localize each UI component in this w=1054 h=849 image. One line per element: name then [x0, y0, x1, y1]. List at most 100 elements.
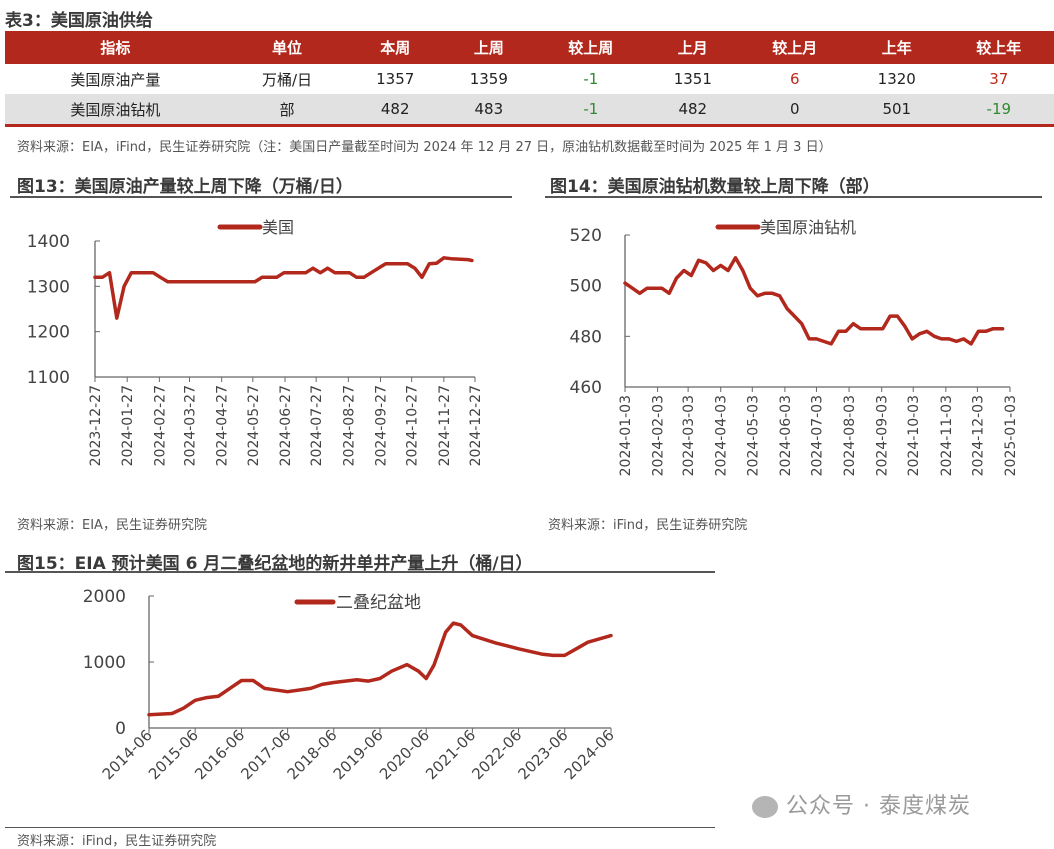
watermark-text: 公众号 · 泰度煤炭 [786, 794, 971, 819]
x-tick-label: 2020-06 [376, 726, 433, 783]
y-tick-label: 1000 [83, 653, 126, 673]
col-header: 上月 [645, 31, 740, 64]
x-tick-label: 2024-04-27 [215, 385, 231, 466]
fig14-chart: 美国原油钻机 460 480 500 520 2024-01-03 2024-02-03 2… [570, 218, 1019, 476]
x-tick-label: 2024-06-03 [778, 395, 794, 476]
y-tick-label: 480 [570, 327, 602, 347]
x-tick-label: 2017-06 [237, 726, 294, 783]
fig14-source: 资料来源：iFind，民生证券研究院 [548, 518, 748, 533]
col-header: 上周 [442, 31, 536, 64]
x-tick-label: 2023-06 [514, 726, 571, 783]
watermark: 公众号 · 泰度煤炭 [752, 788, 971, 820]
cell: 部 [225, 94, 349, 127]
cell: 0 [739, 94, 850, 127]
series-line [623, 256, 1005, 346]
x-tick-label: 2024-11-27 [437, 385, 453, 466]
x-tick-label: 2024-05-27 [246, 385, 262, 466]
fig13-chart: 美国 1100 1200 1300 1400 2023-12-27 2024-01-27 2… [27, 218, 484, 466]
legend-label: 美国 [262, 218, 294, 237]
divider [10, 196, 512, 198]
col-header: 本周 [348, 31, 443, 64]
divider [5, 827, 715, 828]
x-tick-label: 2024-10-03 [906, 395, 922, 476]
cell: -1 [535, 94, 646, 127]
x-tick-label: 2024-10-27 [405, 385, 421, 466]
x-tick-label: 2024-08-27 [341, 385, 357, 466]
x-tick-label: 2024-07-03 [809, 395, 825, 476]
x-tick-label: 2015-06 [145, 726, 202, 783]
fig13-title: 图13：美国原油产量较上周下降（万桶/日） [17, 177, 353, 197]
cell: 1357 [376, 70, 415, 88]
x-tick-label: 2023-12-27 [88, 385, 104, 466]
x-tick-label: 2018-06 [284, 726, 341, 783]
cell: 1359 [469, 70, 508, 88]
x-tick-label: 2024-11-03 [939, 395, 955, 476]
table3-source: 资料来源：EIA，iFind，民生证券研究院（注：美国日产量截至时间为 2024… [17, 140, 832, 155]
x-tick-label: 2024-02-03 [651, 395, 667, 476]
fig15-source: 资料来源：iFind，民生证券研究院 [17, 834, 217, 849]
y-tick-label: 1200 [27, 323, 70, 343]
x-tick-label: 2024-09-03 [875, 395, 891, 476]
cell: 37 [989, 70, 1009, 88]
x-tick-label: 2024-06-27 [278, 385, 294, 466]
y-tick-label: 2000 [83, 587, 126, 607]
legend-label: 美国原油钻机 [760, 218, 856, 237]
cell: 美国原油产量 [70, 70, 161, 89]
cell: 501 [849, 94, 944, 127]
y-tick-label: 500 [570, 277, 602, 297]
col-header: 指标 [5, 31, 226, 64]
table-header-row: 指标 单位 本周 上周 较上周 上月 较上月 上年 较上年 [5, 31, 1054, 64]
x-tick-label: 2024-03-03 [681, 395, 697, 476]
x-tick-label: 2024-02-27 [152, 385, 168, 466]
cell: -19 [943, 94, 1054, 127]
table3-title: 表3：美国原油供给 [5, 11, 153, 31]
x-tick-label: 2024-03-27 [182, 385, 198, 466]
y-tick-label: 1400 [27, 232, 70, 252]
x-tick-label: 2024-08-03 [842, 395, 858, 476]
x-tick-label: 2024-01-03 [618, 395, 634, 476]
fig13-source: 资料来源：EIA，民生证券研究院 [17, 518, 207, 533]
x-tick-label: 2024-12-03 [970, 395, 986, 476]
fig14-title: 图14：美国原油钻机数量较上周下降（部） [550, 177, 880, 197]
table-row: 美国原油产量 万桶/日 1357 1359 -1 1351 6 1320 37 [5, 64, 1054, 94]
x-tick-label: 2024-06 [561, 726, 618, 783]
cell: -1 [583, 70, 599, 88]
col-header: 较上月 [739, 31, 850, 64]
x-tick-label: 2024-07-27 [309, 385, 325, 466]
x-tick-label: 2022-06 [468, 726, 525, 783]
cell: 万桶/日 [262, 70, 313, 89]
cell: 1320 [877, 70, 916, 88]
y-tick-label: 0 [115, 719, 126, 739]
col-header: 较上年 [943, 31, 1054, 64]
cell: 483 [442, 94, 536, 127]
divider [5, 571, 715, 573]
cell: 482 [348, 94, 443, 127]
x-tick-label: 2014-06 [99, 726, 156, 783]
cell: 482 [645, 94, 740, 127]
series-line [93, 256, 474, 320]
legend-label: 二叠纪盆地 [336, 593, 421, 613]
x-tick-label: 2024-05-03 [745, 395, 761, 476]
y-tick-label: 1100 [27, 368, 70, 388]
fig15-chart: 二叠纪盆地 0 1000 2000 2014-062015-062016-062017… [83, 587, 618, 783]
col-header: 较上周 [535, 31, 646, 64]
x-tick-label: 2024-01-27 [120, 385, 136, 466]
divider [545, 196, 1042, 198]
col-header: 上年 [849, 31, 944, 64]
fig15-title: 图15：EIA 预计美国 6 月二叠纪盆地的新井单井产量上升（桶/日） [17, 554, 533, 574]
y-tick-label: 1300 [27, 277, 70, 297]
x-tick-label: 2021-06 [422, 726, 479, 783]
x-tick-label: 2025-01-03 [1003, 395, 1019, 476]
x-tick-label: 2016-06 [191, 726, 248, 783]
cell: 6 [790, 70, 800, 88]
oil-supply-table: 指标 单位 本周 上周 较上周 上月 较上月 上年 较上年 美国原油产量 万桶/… [5, 31, 1054, 127]
y-tick-label: 520 [570, 226, 602, 246]
x-tick-label: 2024-04-03 [714, 395, 730, 476]
y-tick-label: 460 [570, 378, 602, 398]
x-tick-label: 2024-09-27 [374, 385, 390, 466]
x-tick-label: 2019-06 [330, 726, 387, 783]
col-header: 单位 [225, 31, 349, 64]
wechat-icon [752, 796, 778, 818]
table-row: 美国原油钻机 部 482 483 -1 482 0 501 -19 [5, 94, 1054, 127]
cell: 1351 [673, 70, 712, 88]
